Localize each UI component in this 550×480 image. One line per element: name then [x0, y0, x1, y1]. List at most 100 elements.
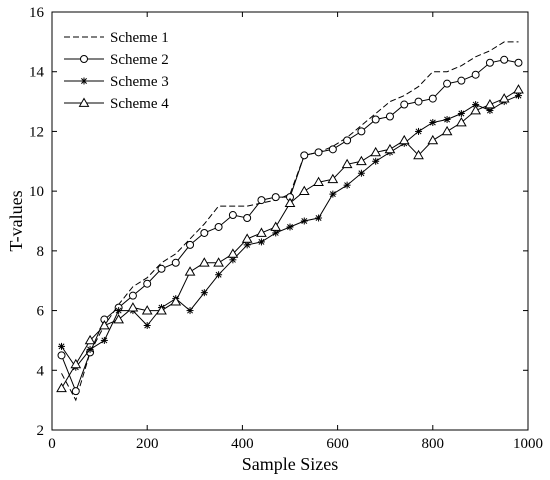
data-point: [213, 257, 224, 267]
y-tick-label: 8: [37, 244, 45, 260]
data-point: [157, 264, 166, 273]
data-point: [227, 248, 239, 258]
data-point: [300, 217, 308, 225]
data-point: [215, 271, 223, 279]
data-point: [484, 99, 496, 109]
data-point: [70, 358, 82, 369]
data-point: [113, 314, 125, 324]
data-point: [257, 238, 265, 246]
data-point: [200, 228, 209, 237]
legend-marker: [80, 55, 88, 63]
y-tick-label: 12: [29, 124, 44, 140]
data-point: [457, 110, 465, 118]
data-point: [356, 155, 367, 166]
data-point: [170, 296, 182, 306]
data-point: [143, 279, 152, 288]
legend-marker: [80, 77, 88, 85]
data-point: [257, 196, 266, 205]
y-tick-label: 16: [29, 5, 45, 21]
legend-label: Scheme 2: [110, 52, 169, 68]
data-point: [428, 94, 437, 103]
legend-label: Scheme 4: [110, 96, 169, 112]
data-point: [470, 105, 482, 115]
y-axis-label: T-values: [6, 190, 26, 251]
data-point: [357, 127, 366, 136]
y-tick-label: 10: [29, 184, 44, 200]
data-point: [329, 190, 337, 198]
data-point: [270, 221, 282, 231]
legend-marker: [78, 97, 90, 107]
data-point: [415, 127, 423, 135]
series-1: [61, 41, 519, 402]
data-point: [498, 93, 510, 103]
data-point: [414, 97, 423, 106]
data-point: [256, 227, 267, 237]
data-point: [314, 148, 323, 157]
legend-label: Scheme 3: [110, 74, 169, 90]
data-point: [427, 134, 439, 145]
data-point: [298, 185, 310, 196]
data-point: [200, 289, 208, 297]
data-point: [384, 143, 396, 154]
data-point: [241, 233, 253, 243]
y-tick-label: 4: [37, 363, 45, 379]
data-point: [443, 115, 451, 123]
data-point: [186, 240, 195, 249]
data-point: [271, 193, 280, 202]
data-point: [500, 55, 509, 64]
data-point: [441, 125, 453, 136]
data-point: [228, 211, 237, 220]
data-point: [286, 223, 294, 231]
data-point: [214, 222, 223, 231]
x-tick-label: 0: [48, 436, 56, 452]
data-point: [400, 100, 409, 109]
x-tick-label: 200: [136, 436, 159, 452]
y-tick-label: 14: [29, 65, 45, 81]
data-point: [443, 79, 452, 88]
data-point: [413, 149, 424, 160]
data-point: [84, 334, 96, 345]
x-tick-label: 1000: [513, 436, 543, 452]
data-point: [229, 256, 237, 264]
data-point: [327, 173, 339, 184]
series-4: [56, 84, 524, 393]
data-point: [71, 387, 80, 396]
data-point: [486, 107, 494, 115]
data-point: [127, 302, 139, 312]
legend-entry-3: Scheme 3: [64, 74, 169, 90]
legend-entry-1: Scheme 1: [64, 30, 169, 46]
data-point: [343, 136, 352, 145]
data-point: [371, 115, 380, 124]
y-tick-label: 2: [37, 423, 45, 439]
data-point: [98, 319, 110, 330]
data-point: [315, 214, 323, 222]
data-point: [156, 305, 167, 315]
data-point: [514, 58, 523, 67]
data-point: [184, 266, 196, 276]
legend-entry-4: Scheme 4: [64, 96, 169, 112]
data-point: [513, 84, 524, 94]
data-point: [198, 257, 210, 267]
data-point: [398, 134, 410, 145]
data-point: [343, 181, 351, 189]
data-point: [141, 305, 153, 315]
legend-entry-2: Scheme 2: [64, 52, 169, 68]
data-point: [58, 342, 66, 350]
data-point: [300, 151, 309, 160]
series-3: [58, 92, 522, 371]
data-point: [485, 58, 494, 67]
y-tick-label: 6: [37, 304, 45, 320]
legend: Scheme 1 Scheme 2 Scheme 3 Scheme 4: [64, 30, 169, 112]
data-point: [186, 307, 194, 315]
data-point: [100, 336, 108, 344]
data-point: [284, 197, 296, 207]
data-point: [171, 258, 180, 267]
data-point: [385, 112, 394, 121]
data-point: [243, 214, 252, 223]
series-layer: [56, 41, 524, 402]
data-point: [429, 118, 437, 126]
data-point: [143, 322, 151, 329]
data-point: [115, 307, 123, 315]
legend-label: Scheme 1: [110, 30, 169, 46]
